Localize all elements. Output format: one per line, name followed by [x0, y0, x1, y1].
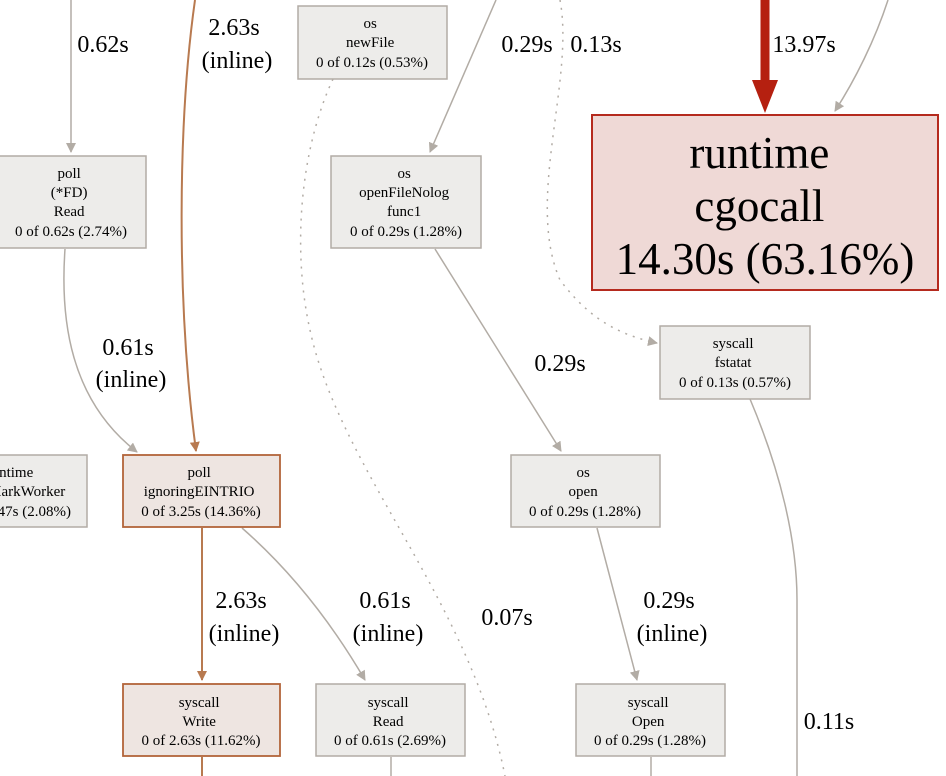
node-syscall-fstatat[interactable]: syscall fstatat 0 of 0.13s (0.57%) — [659, 325, 811, 400]
svg-text:os open 0 of 0: os open 0 of 0.29s (1.28%) — [529, 465, 641, 520]
edge-into-cgocall-side[interactable] — [834, 0, 889, 112]
edges — [63, 0, 889, 776]
edge-fstatat-down[interactable] — [749, 398, 798, 776]
edge-label-fd-read-to-ignoringeintrio: 0.61s (inline) — [96, 335, 167, 393]
edge-ignoringeintrio-to-read[interactable] — [241, 527, 366, 681]
edge-label-ignoringeintrio-to-write: 2.63s (inline) — [209, 588, 280, 647]
edge-labels: 0.62s 2.63s (inline) 0.29s 0.13s 13.97s … — [77, 15, 854, 735]
node-syscall-write[interactable]: syscall Write 0 of 2.63s (11.62%) — [122, 683, 281, 757]
edge-into-openfilenolog-func1[interactable] — [428, 0, 497, 153]
node-os-newfile[interactable]: os newFile 0 of 0.12s (0.53%) — [297, 5, 448, 80]
edge-into-ignoringeintrio[interactable] — [180, 0, 200, 452]
node-os-openfilenolog-func1[interactable]: os openFileNolog func1 0 of 0.29s (1.28%… — [330, 155, 482, 249]
svg-text:runtime cgocall: runtime cgocall 14.30s (63.16%) — [616, 128, 915, 284]
svg-text:os openFileNolog: os openFileNolog func1 0 of 0.29s (1.28%… — [350, 166, 462, 240]
edge-newfile-dotted-down[interactable] — [299, 78, 506, 776]
edge-label-into-ignoringeintrio: 2.63s (inline) — [202, 15, 273, 74]
edge-label-newfile-dotted-down: 0.07s — [481, 605, 532, 631]
edge-func1-to-os-open[interactable] — [434, 248, 562, 452]
svg-text:poll ignoringEINTRIO: poll ignoringEINTRIO 0 of 3.25s (14.36%) — [141, 465, 261, 520]
edge-os-open-to-syscall-open[interactable] — [596, 527, 640, 681]
edge-label-into-poll-fd-read: 0.62s — [77, 32, 128, 58]
svg-text:syscall fstatat: syscall fstatat 0 of 0.13s (0.57%) — [679, 336, 791, 391]
node-runtime-markworker[interactable]: ntime MarkWorker 47s (2.08%) — [0, 454, 88, 528]
svg-text:poll (*FD) Rea: poll (*FD) Read 0 of 0.62s (2.74%) — [15, 166, 127, 240]
edge-label-fstatat-down: 0.11s — [804, 709, 854, 735]
svg-text:ntime MarkWorker: ntime MarkWorker 47s (2.08%) — [0, 465, 71, 520]
edge-into-cgocall-hot-arrowhead — [752, 80, 778, 113]
edge-label-ignoringeintrio-to-read: 0.61s (inline) — [353, 588, 424, 647]
node-poll-ignoringeintrio[interactable]: poll ignoringEINTRIO 0 of 3.25s (14.36%) — [122, 454, 281, 528]
edge-fd-read-to-ignoringeintrio[interactable] — [63, 248, 138, 453]
svg-text:os newFile 0 o: os newFile 0 of 0.12s (0.53%) — [316, 16, 428, 71]
edge-label-into-func1: 0.29s — [501, 32, 552, 58]
node-poll-fd-read[interactable]: poll (*FD) Read 0 of 0.62s (2.74%) — [0, 155, 147, 249]
node-syscall-read[interactable]: syscall Read 0 of 0.61s (2.69%) — [315, 683, 466, 757]
nodes: os newFile 0 of 0.12s (0.53%) poll (*FD)… — [0, 5, 939, 757]
svg-text:syscall Read 0: syscall Read 0 of 0.61s (2.69%) — [334, 695, 446, 749]
edge-label-into-cgocall-hot: 13.97s — [772, 32, 835, 58]
node-syscall-open[interactable]: syscall Open 0 of 0.29s (1.28%) — [575, 683, 726, 757]
edge-label-into-fstatat: 0.13s — [570, 32, 621, 58]
node-os-open[interactable]: os open 0 of 0.29s (1.28%) — [510, 454, 661, 528]
edge-label-os-open-to-syscall-open: 0.29s (inline) — [637, 588, 708, 647]
node-runtime-cgocall[interactable]: runtime cgocall 14.30s (63.16%) — [591, 114, 939, 291]
edge-label-func1-to-os-open: 0.29s — [534, 351, 585, 377]
svg-text:syscall Open 0: syscall Open 0 of 0.29s (1.28%) — [594, 695, 706, 749]
svg-text:syscall Write: syscall Write 0 of 2.63s (11.62%) — [141, 695, 260, 749]
